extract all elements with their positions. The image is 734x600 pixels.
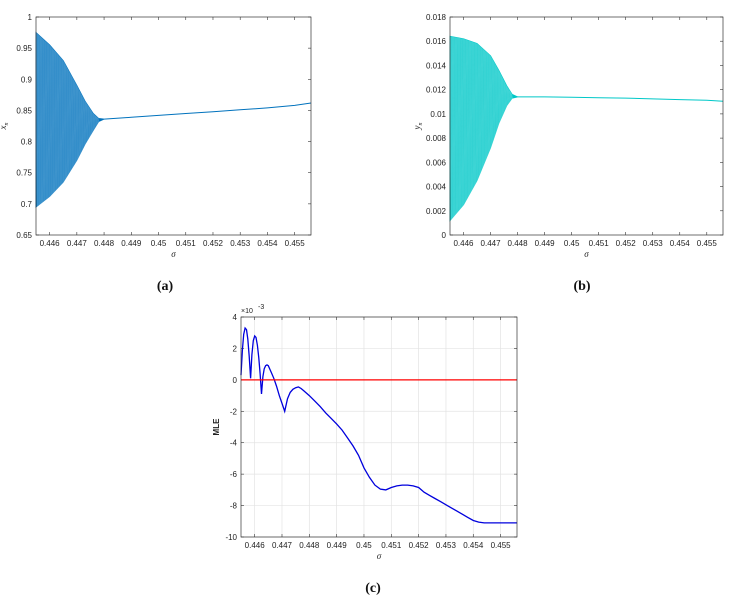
x-tick-label: 0.454	[670, 239, 691, 248]
y-axis-label: xn	[0, 123, 10, 131]
y-axis-label: yn	[412, 123, 424, 131]
y-tick-label: -10	[225, 533, 237, 542]
y-tick-label: 0.7	[21, 200, 33, 209]
y-tick-label: 0.95	[16, 44, 32, 53]
y-tick-label: 0.016	[426, 37, 447, 46]
y-tick-label: 0	[233, 376, 238, 385]
y-axis-label-sub: n	[4, 123, 10, 126]
x-tick-label: 0.446	[40, 239, 61, 248]
x-axis-label: σ	[171, 249, 176, 259]
y-tick-label: 0.006	[426, 158, 447, 167]
y-scale-multiplier: ×10	[241, 308, 253, 315]
y-scale-exponent: -3	[258, 304, 264, 311]
y-tick-label: 0.8	[21, 138, 33, 147]
x-tick-label: 0.455	[285, 239, 306, 248]
x-tick-label: 0.452	[409, 541, 430, 550]
y-tick-label: 0.9	[21, 75, 33, 84]
x-tick-label: 0.449	[535, 239, 556, 248]
panel-a: 0.446 0.447 0.448 0.449 0.45 0.451 0.452 0.453 0…	[0, 13, 311, 259]
x-tick-label: 0.453	[230, 239, 251, 248]
panel-b: 0.446 0.447 0.448 0.449 0.45 0.451 0.452 0.453 0…	[412, 13, 723, 259]
y-tick-label: 0.014	[426, 61, 447, 70]
x-tick-label: 0.451	[176, 239, 197, 248]
x-tick-label: 0.451	[589, 239, 610, 248]
y-tick-label: 0.004	[426, 183, 447, 192]
y-tick-label: 0.018	[426, 13, 447, 22]
x-tick-label: 0.448	[508, 239, 529, 248]
y-tick-label: 4	[233, 313, 238, 322]
x-tick-label: 0.452	[616, 239, 637, 248]
panel-c: 0.446 0.447 0.448 0.449 0.45 0.451 0.452 0.453 0…	[212, 304, 517, 561]
x-axis-label: σ	[584, 249, 589, 259]
x-tick-label: 0.45	[564, 239, 580, 248]
x-tick-label: 0.449	[327, 541, 348, 550]
x-tick-label: 0.447	[272, 541, 293, 550]
plot-frame	[241, 317, 517, 537]
caption-c: (c)	[365, 581, 381, 596]
orbit-texture	[450, 36, 513, 220]
x-tick-label: 0.446	[453, 239, 474, 248]
x-tick-label: 0.448	[94, 239, 115, 248]
y-tick-label: -8	[230, 502, 238, 511]
x-tick-label: 0.45	[151, 239, 167, 248]
y-tick-label: -2	[230, 407, 238, 416]
x-tick-label: 0.447	[481, 239, 502, 248]
y-tick-label: 0.75	[16, 169, 32, 178]
x-tick-label: 0.452	[203, 239, 224, 248]
caption-b: (b)	[573, 279, 590, 294]
x-tick-label: 0.451	[381, 541, 402, 550]
y-tick-label: 0.65	[16, 231, 32, 240]
y-tick-label: 0.012	[426, 86, 447, 95]
x-tick-label: 0.446	[245, 541, 266, 550]
x-tick-label: 0.454	[463, 541, 484, 550]
y-tick-label: 0.002	[426, 207, 447, 216]
mle-curve	[241, 328, 517, 523]
y-tick-label: 0.008	[426, 134, 447, 143]
y-axis-label-sub: n	[418, 123, 424, 126]
x-axis-label: σ	[377, 551, 382, 561]
x-tick-label: 0.455	[491, 541, 512, 550]
y-tick-label: -4	[230, 439, 238, 448]
x-tick-label: 0.454	[257, 239, 278, 248]
y-tick-label: 1	[28, 13, 33, 22]
x-tick-label: 0.453	[643, 239, 664, 248]
x-tick-label: 0.448	[299, 541, 320, 550]
y-tick-label: -6	[230, 470, 238, 479]
x-tick-label: 0.455	[697, 239, 718, 248]
x-tick-label: 0.453	[436, 541, 457, 550]
caption-a: (a)	[157, 279, 174, 294]
y-tick-label: 0.85	[16, 106, 32, 115]
y-tick-label: 0.01	[430, 110, 446, 119]
x-tick-label: 0.447	[67, 239, 88, 248]
x-tick-label: 0.449	[121, 239, 142, 248]
y-tick-label: 2	[233, 344, 238, 353]
x-tick-label: 0.45	[356, 541, 372, 550]
y-tick-label: 0	[442, 231, 447, 240]
y-axis-label: MLE	[212, 418, 221, 436]
